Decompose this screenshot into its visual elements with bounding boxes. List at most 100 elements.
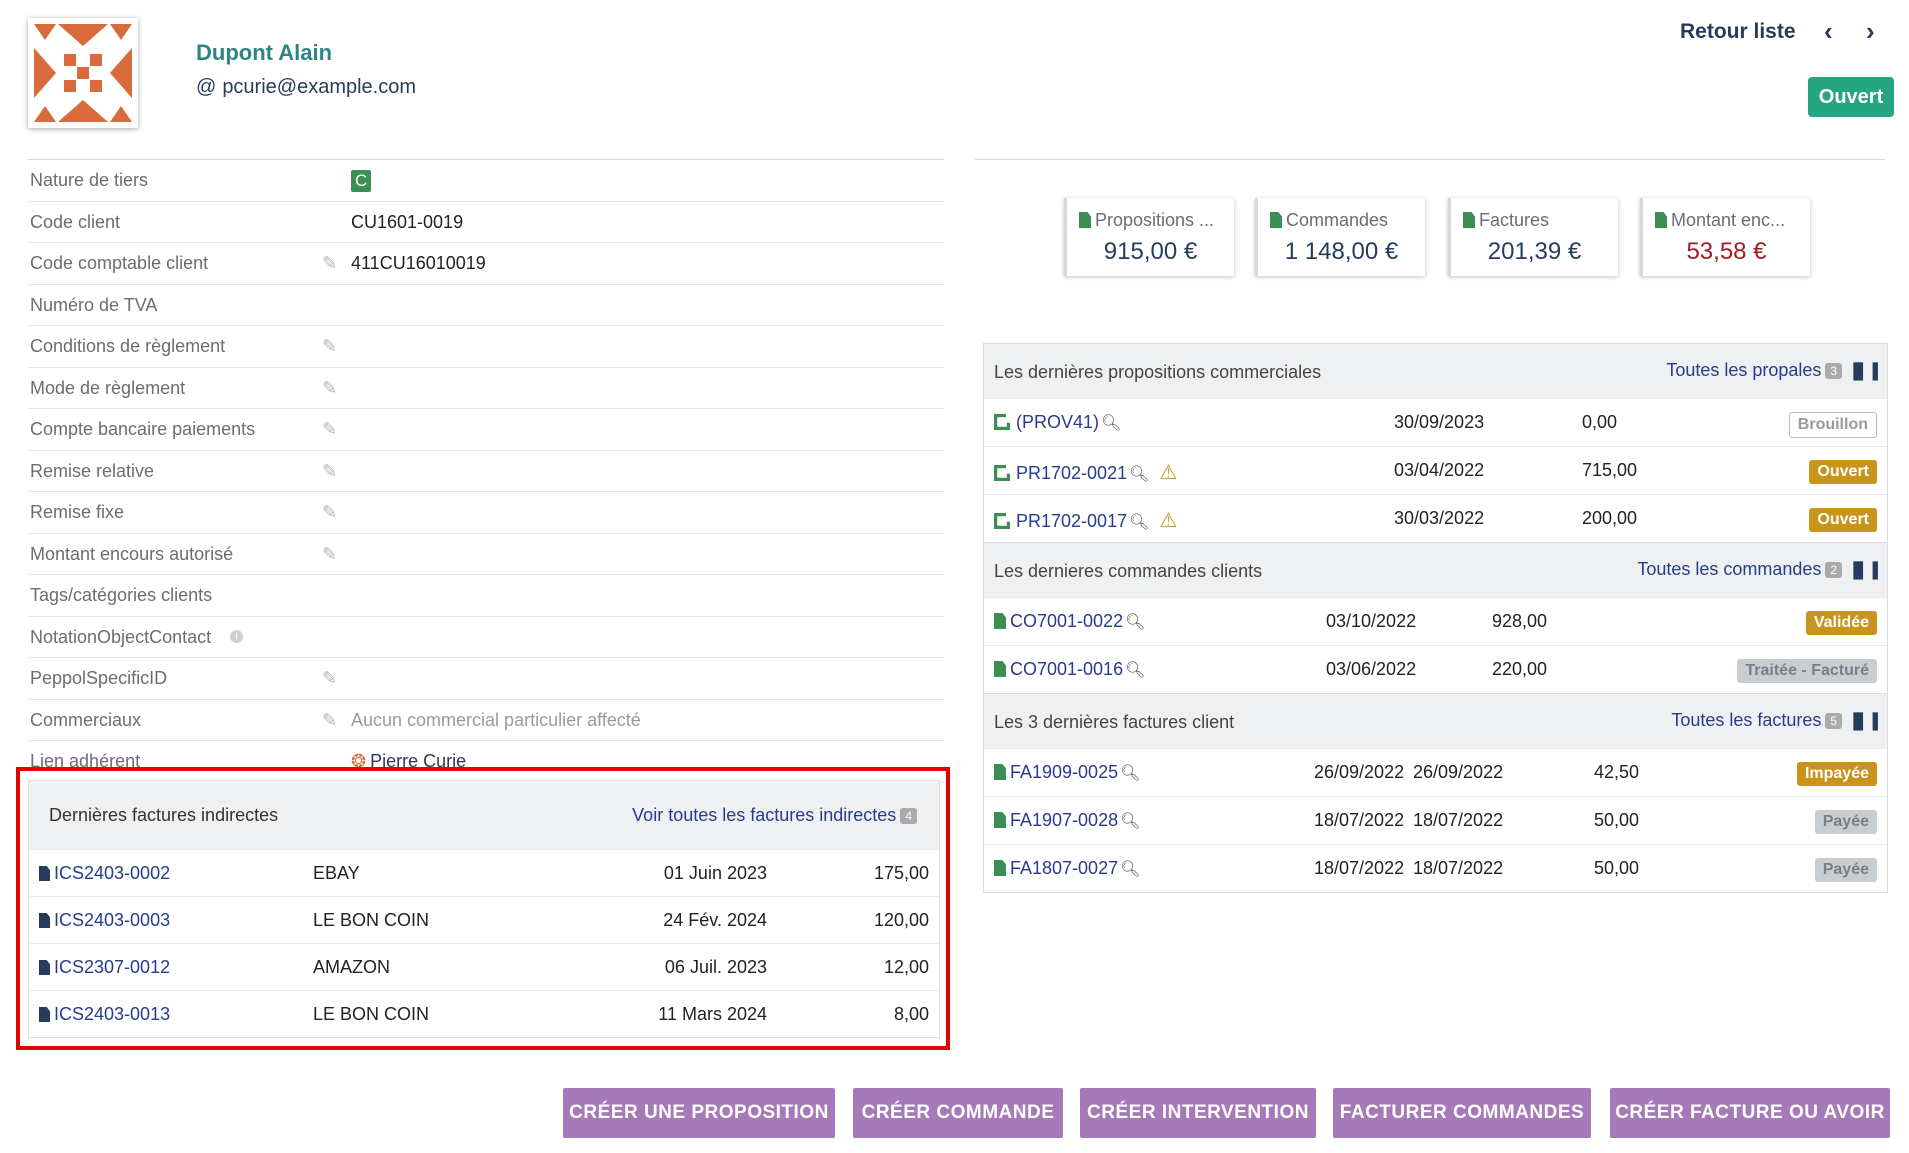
stat-label: Factures bbox=[1463, 210, 1613, 231]
edit-pencil-icon[interactable]: ✎ bbox=[322, 253, 338, 273]
field-label: Remise relative bbox=[30, 460, 155, 481]
magnify-icon[interactable]: 🔍︎ bbox=[1125, 662, 1146, 679]
stat-value: 53,58 € bbox=[1686, 238, 1767, 265]
amount: 715,00 bbox=[1582, 460, 1638, 480]
field-label: Commerciaux bbox=[30, 709, 142, 730]
document-icon bbox=[39, 1007, 50, 1022]
highlight-frame bbox=[16, 767, 950, 1050]
action-button[interactable]: CRÉER UNE PROPOSITION bbox=[563, 1088, 835, 1138]
field-label: Mode de règlement bbox=[30, 377, 186, 398]
ref-link[interactable]: (PROV41) 🔍︎ bbox=[994, 412, 1121, 433]
due-date: 18/07/2022 bbox=[1413, 858, 1504, 878]
amount: 220,00 bbox=[1492, 659, 1548, 679]
table-row: FA1807-0027 🔍︎ 18/07/2022 18/07/2022 50,00 Pa… bbox=[984, 844, 1887, 892]
field-row: PeppolSpecificID ✎ bbox=[28, 658, 944, 700]
invoice-ref-link[interactable]: ICS2403-0002 bbox=[39, 863, 170, 884]
action-button[interactable]: CRÉER COMMANDE bbox=[853, 1088, 1063, 1138]
action-button[interactable]: FACTURER COMMANDES bbox=[1333, 1088, 1591, 1138]
stats-icon[interactable]: ▐▌▐ bbox=[1848, 363, 1878, 380]
ref-text: FA1909-0025 bbox=[1010, 762, 1119, 782]
magnify-icon[interactable]: 🔍︎ bbox=[1120, 765, 1141, 782]
magnify-icon[interactable]: 🔍︎ bbox=[1129, 466, 1150, 483]
warning-icon: ⚠ bbox=[1159, 510, 1178, 532]
field-row: Conditions de règlement ✎ bbox=[28, 326, 944, 368]
all-invoices-link[interactable]: Toutes les factures 5 ▐▌▐ bbox=[1671, 710, 1878, 731]
field-value: Aucun commercial particulier affecté bbox=[351, 709, 641, 730]
all-proposals-link[interactable]: Toutes les propales 3 ▐▌▐ bbox=[1666, 360, 1878, 381]
count-badge: 2 bbox=[1825, 562, 1843, 579]
invoice-ref: ICS2403-0002 bbox=[54, 863, 171, 883]
vendor: LE BON COIN bbox=[313, 1004, 430, 1024]
ref-link[interactable]: PR1702-0017 🔍︎ ⚠ bbox=[994, 508, 1177, 533]
document-icon bbox=[39, 866, 50, 881]
count-badge: 4 bbox=[900, 808, 917, 825]
ref-link[interactable]: FA1807-0027 🔍︎ bbox=[994, 858, 1140, 879]
ref-link[interactable]: FA1907-0028 🔍︎ bbox=[994, 810, 1140, 831]
document-icon bbox=[994, 613, 1006, 629]
field-row: Commerciaux ✎ Aucun commercial particulier… bbox=[28, 700, 944, 741]
magnify-icon[interactable]: 🔍︎ bbox=[1129, 514, 1150, 531]
field-label: Code comptable client bbox=[30, 253, 209, 273]
ref-text: CO7001-0016 bbox=[1010, 659, 1124, 679]
ref-link[interactable]: PR1702-0021 🔍︎ ⚠ bbox=[994, 460, 1177, 485]
edit-pencil-icon[interactable]: ✎ bbox=[322, 336, 338, 356]
edit-pencil-icon[interactable]: ✎ bbox=[322, 709, 338, 730]
stat-label: Commandes bbox=[1270, 210, 1420, 231]
field-label: Lien adhérent bbox=[30, 751, 141, 771]
proposals-title: Les dernières propositions commerciales bbox=[994, 362, 1322, 382]
all-orders-link[interactable]: Toutes les commandes 2 ▐▌▐ bbox=[1637, 559, 1878, 580]
stat-box[interactable]: Montant enc... 53,58 € bbox=[1640, 198, 1810, 276]
status-badge: Payée bbox=[1814, 810, 1877, 834]
due-date: 26/09/2022 bbox=[1413, 762, 1504, 782]
back-to-list-link[interactable]: Retour liste bbox=[1680, 20, 1796, 43]
proposals-header: Les dernières propositions commerciales … bbox=[984, 344, 1887, 398]
field-row: Compte bancaire paiements ✎ bbox=[28, 409, 944, 451]
stat-label-text: Propositions ... bbox=[1095, 210, 1215, 230]
stats-icon[interactable]: ▐▌▐ bbox=[1848, 713, 1878, 730]
amount: 50,00 bbox=[1594, 810, 1640, 830]
magnify-icon[interactable]: 🔍︎ bbox=[1120, 813, 1141, 830]
status-badge: Impayée bbox=[1796, 762, 1877, 786]
document-icon bbox=[1655, 212, 1667, 228]
magnify-icon[interactable]: 🔍︎ bbox=[1101, 415, 1122, 432]
action-button[interactable]: CRÉER FACTURE OU AVOIR bbox=[1610, 1088, 1890, 1138]
field-row: Montant encours autorisé ✎ bbox=[28, 534, 944, 575]
magnify-icon[interactable]: 🔍︎ bbox=[1125, 614, 1146, 631]
invoice-ref-link[interactable]: ICS2403-0003 bbox=[39, 910, 170, 931]
action-button[interactable]: CRÉER INTERVENTION bbox=[1080, 1088, 1316, 1138]
invoice-ref-link[interactable]: ICS2403-0013 bbox=[39, 1004, 170, 1025]
stat-box[interactable]: Propositions ... 915,00 € bbox=[1064, 198, 1234, 276]
stat-label: Propositions ... bbox=[1079, 210, 1229, 231]
field-label: Code client bbox=[30, 211, 121, 232]
edit-pencil-icon[interactable]: ✎ bbox=[322, 377, 338, 398]
member-link[interactable]: Pierre Curie bbox=[370, 751, 467, 771]
edit-pencil-icon[interactable]: ✎ bbox=[322, 502, 338, 522]
table-row: PR1702-0017 🔍︎ ⚠ 30/03/2022 200,00 Ouvert bbox=[984, 494, 1887, 542]
status-badge: Ouvert bbox=[1808, 77, 1894, 117]
field-value[interactable]: ❂ Pierre Curie bbox=[351, 751, 466, 772]
magnify-icon[interactable]: 🔍︎ bbox=[1120, 861, 1141, 878]
edit-pencil-icon[interactable]: ✎ bbox=[322, 543, 338, 564]
all-proposals-label: Toutes les propales bbox=[1666, 360, 1822, 380]
ref-link[interactable]: CO7001-0016 🔍︎ bbox=[994, 659, 1145, 680]
previous-icon[interactable]: ‹ bbox=[1824, 16, 1833, 46]
edit-pencil-icon[interactable]: ✎ bbox=[322, 419, 338, 439]
stat-box[interactable]: Factures 201,39 € bbox=[1448, 198, 1618, 276]
next-icon[interactable]: › bbox=[1866, 16, 1875, 46]
field-label: Montant encours autorisé bbox=[30, 543, 234, 564]
invoice-amount: 175,00 bbox=[873, 863, 929, 883]
field-label: Nature de tiers bbox=[30, 170, 149, 190]
at-icon: @ bbox=[196, 76, 217, 98]
ref-link[interactable]: CO7001-0022 🔍︎ bbox=[994, 611, 1145, 632]
ref-link[interactable]: FA1909-0025 🔍︎ bbox=[994, 762, 1140, 783]
customer-email[interactable]: @ pcurie@example.com bbox=[196, 76, 416, 99]
field-row: Remise relative ✎ bbox=[28, 451, 944, 492]
stat-box[interactable]: Commandes 1 148,00 € bbox=[1255, 198, 1425, 276]
vendor: EBAY bbox=[313, 863, 360, 883]
amount: 200,00 bbox=[1582, 508, 1638, 528]
edit-pencil-icon[interactable]: ✎ bbox=[322, 460, 338, 481]
edit-pencil-icon[interactable]: ✎ bbox=[322, 668, 338, 688]
stats-icon[interactable]: ▐▌▐ bbox=[1848, 562, 1878, 579]
see-all-indirect-link[interactable]: Voir toutes les factures indirectes 4 bbox=[632, 805, 917, 826]
invoice-ref-link[interactable]: ICS2307-0012 bbox=[39, 957, 170, 978]
